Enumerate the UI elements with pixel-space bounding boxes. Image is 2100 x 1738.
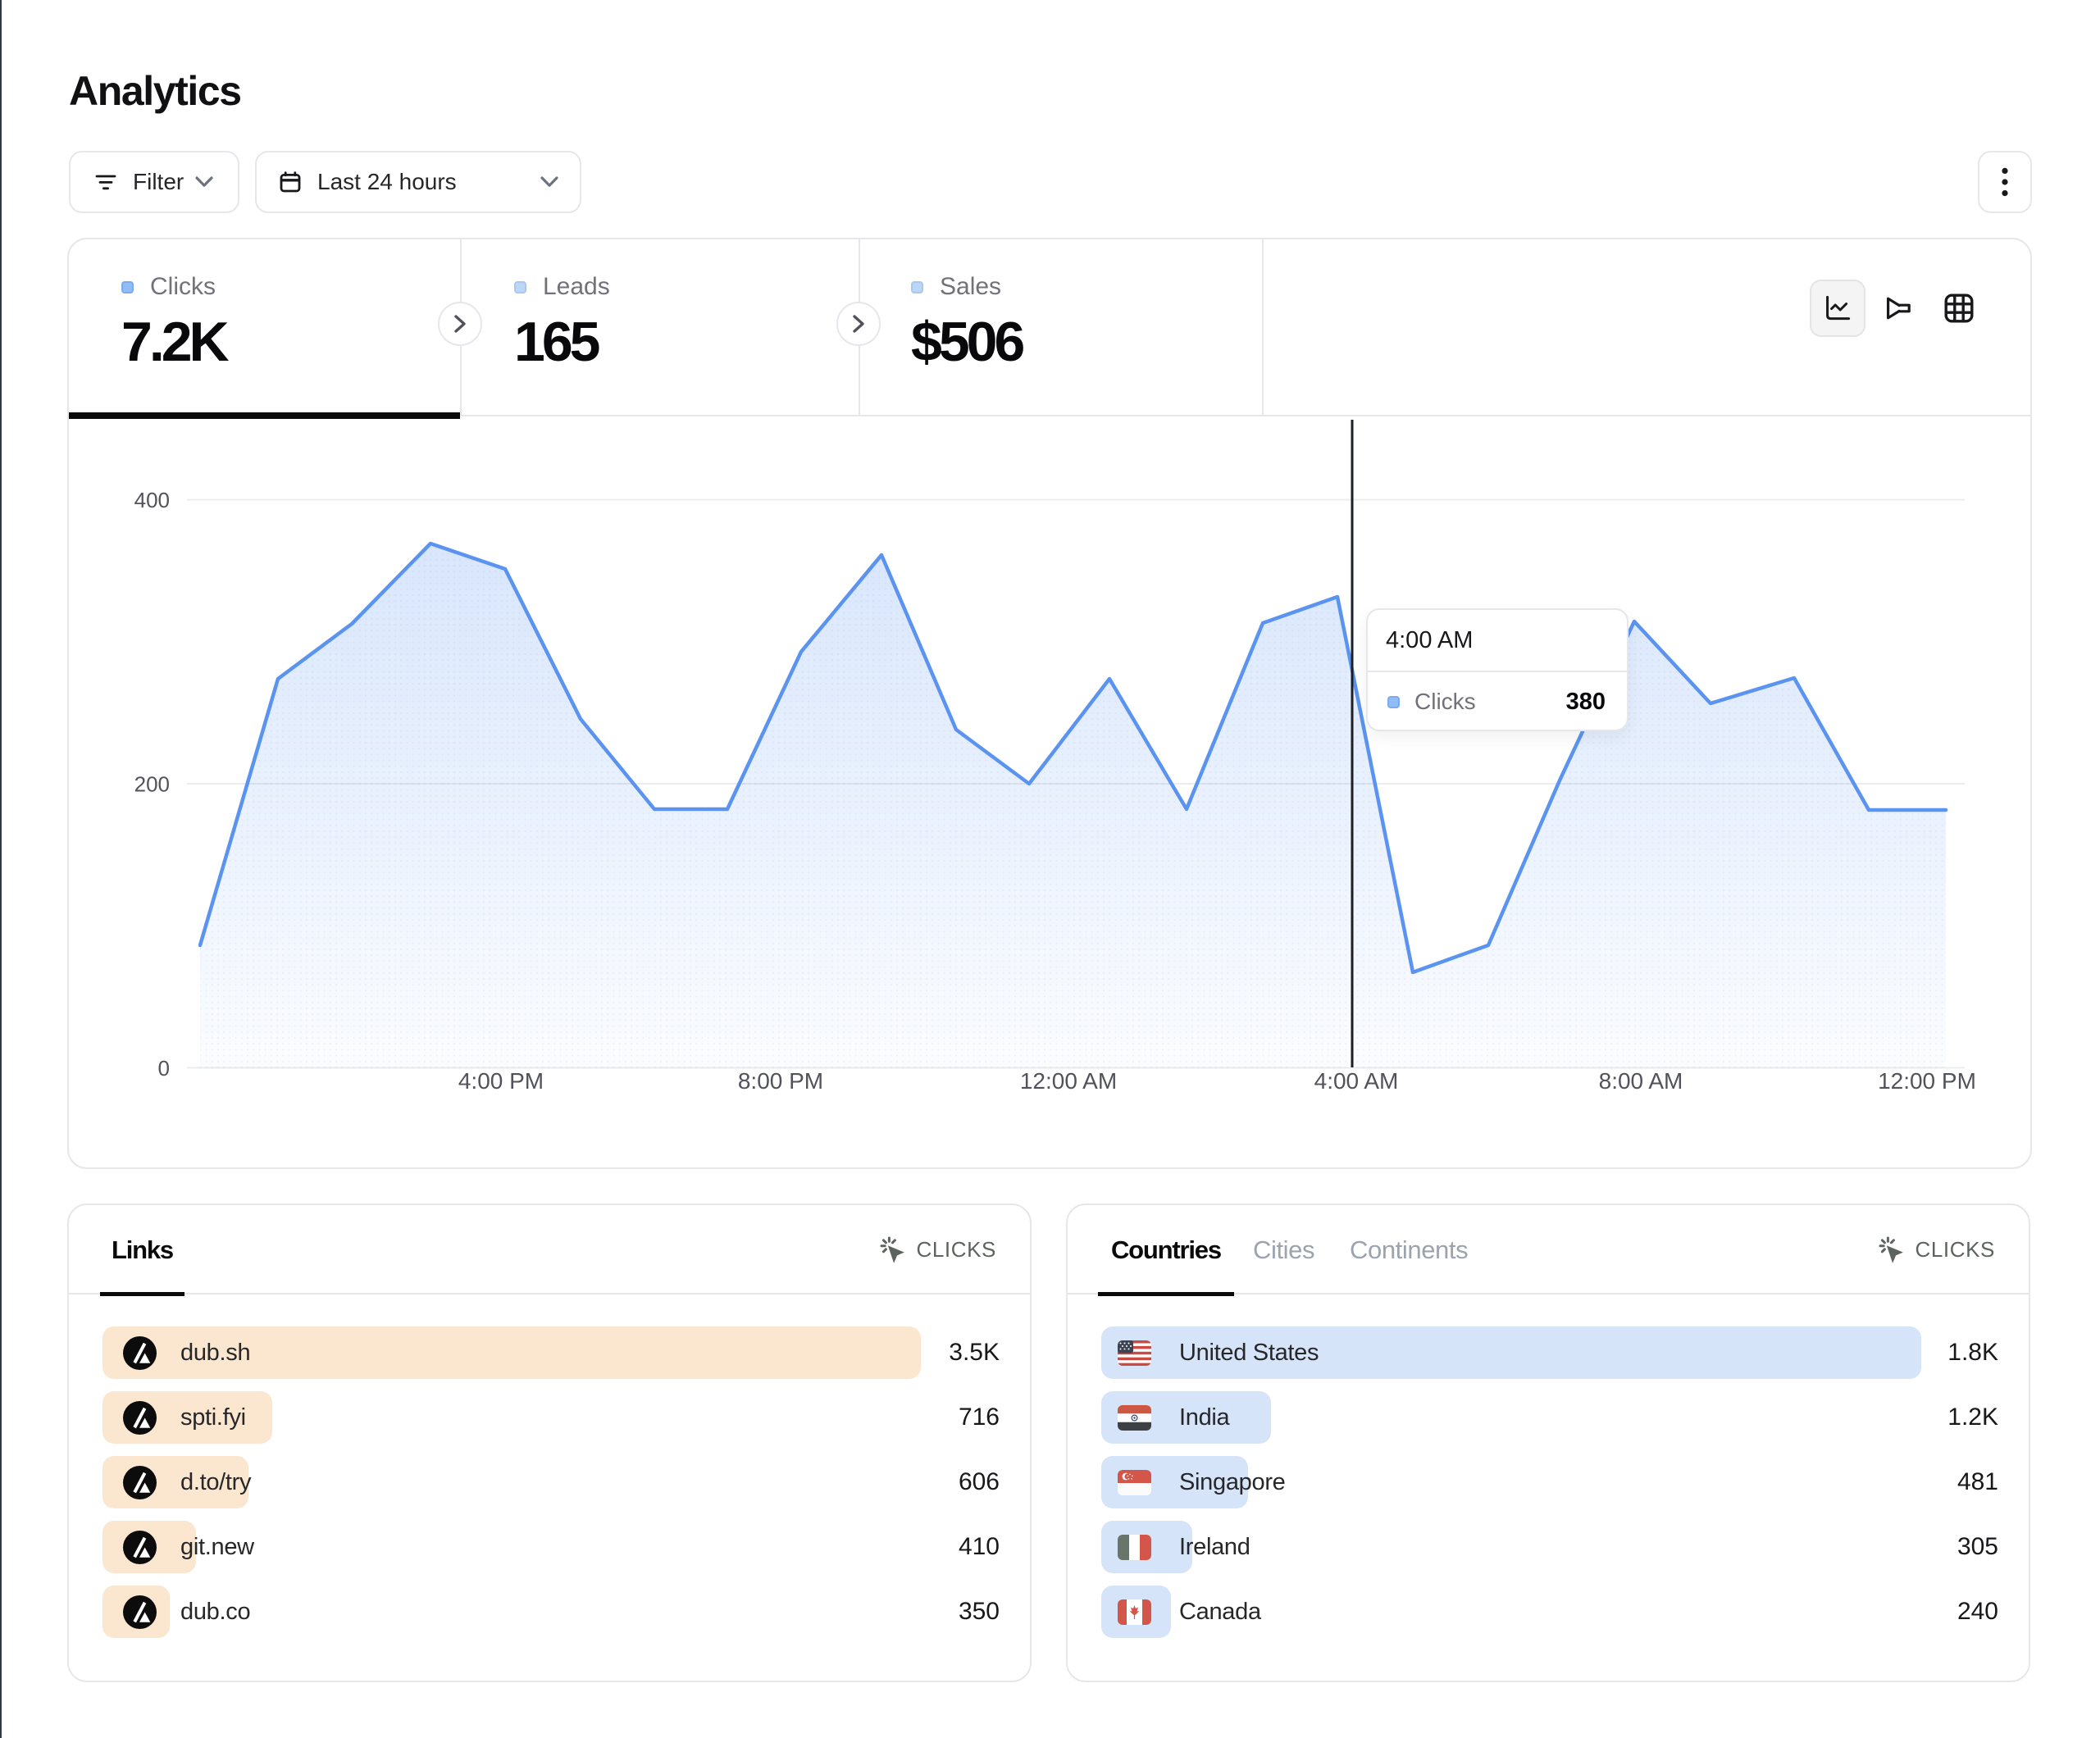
svg-text:0: 0 bbox=[158, 1056, 170, 1081]
svg-text:12:00 AM: 12:00 AM bbox=[1020, 1068, 1117, 1094]
svg-text:400: 400 bbox=[134, 488, 170, 512]
svg-text:12:00 PM: 12:00 PM bbox=[1878, 1068, 1976, 1094]
svg-text:200: 200 bbox=[134, 771, 170, 796]
svg-text:4:00 PM: 4:00 PM bbox=[458, 1068, 544, 1094]
svg-text:8:00 PM: 8:00 PM bbox=[738, 1068, 823, 1094]
svg-text:8:00 AM: 8:00 AM bbox=[1599, 1068, 1683, 1094]
svg-text:4:00 AM: 4:00 AM bbox=[1314, 1068, 1399, 1094]
